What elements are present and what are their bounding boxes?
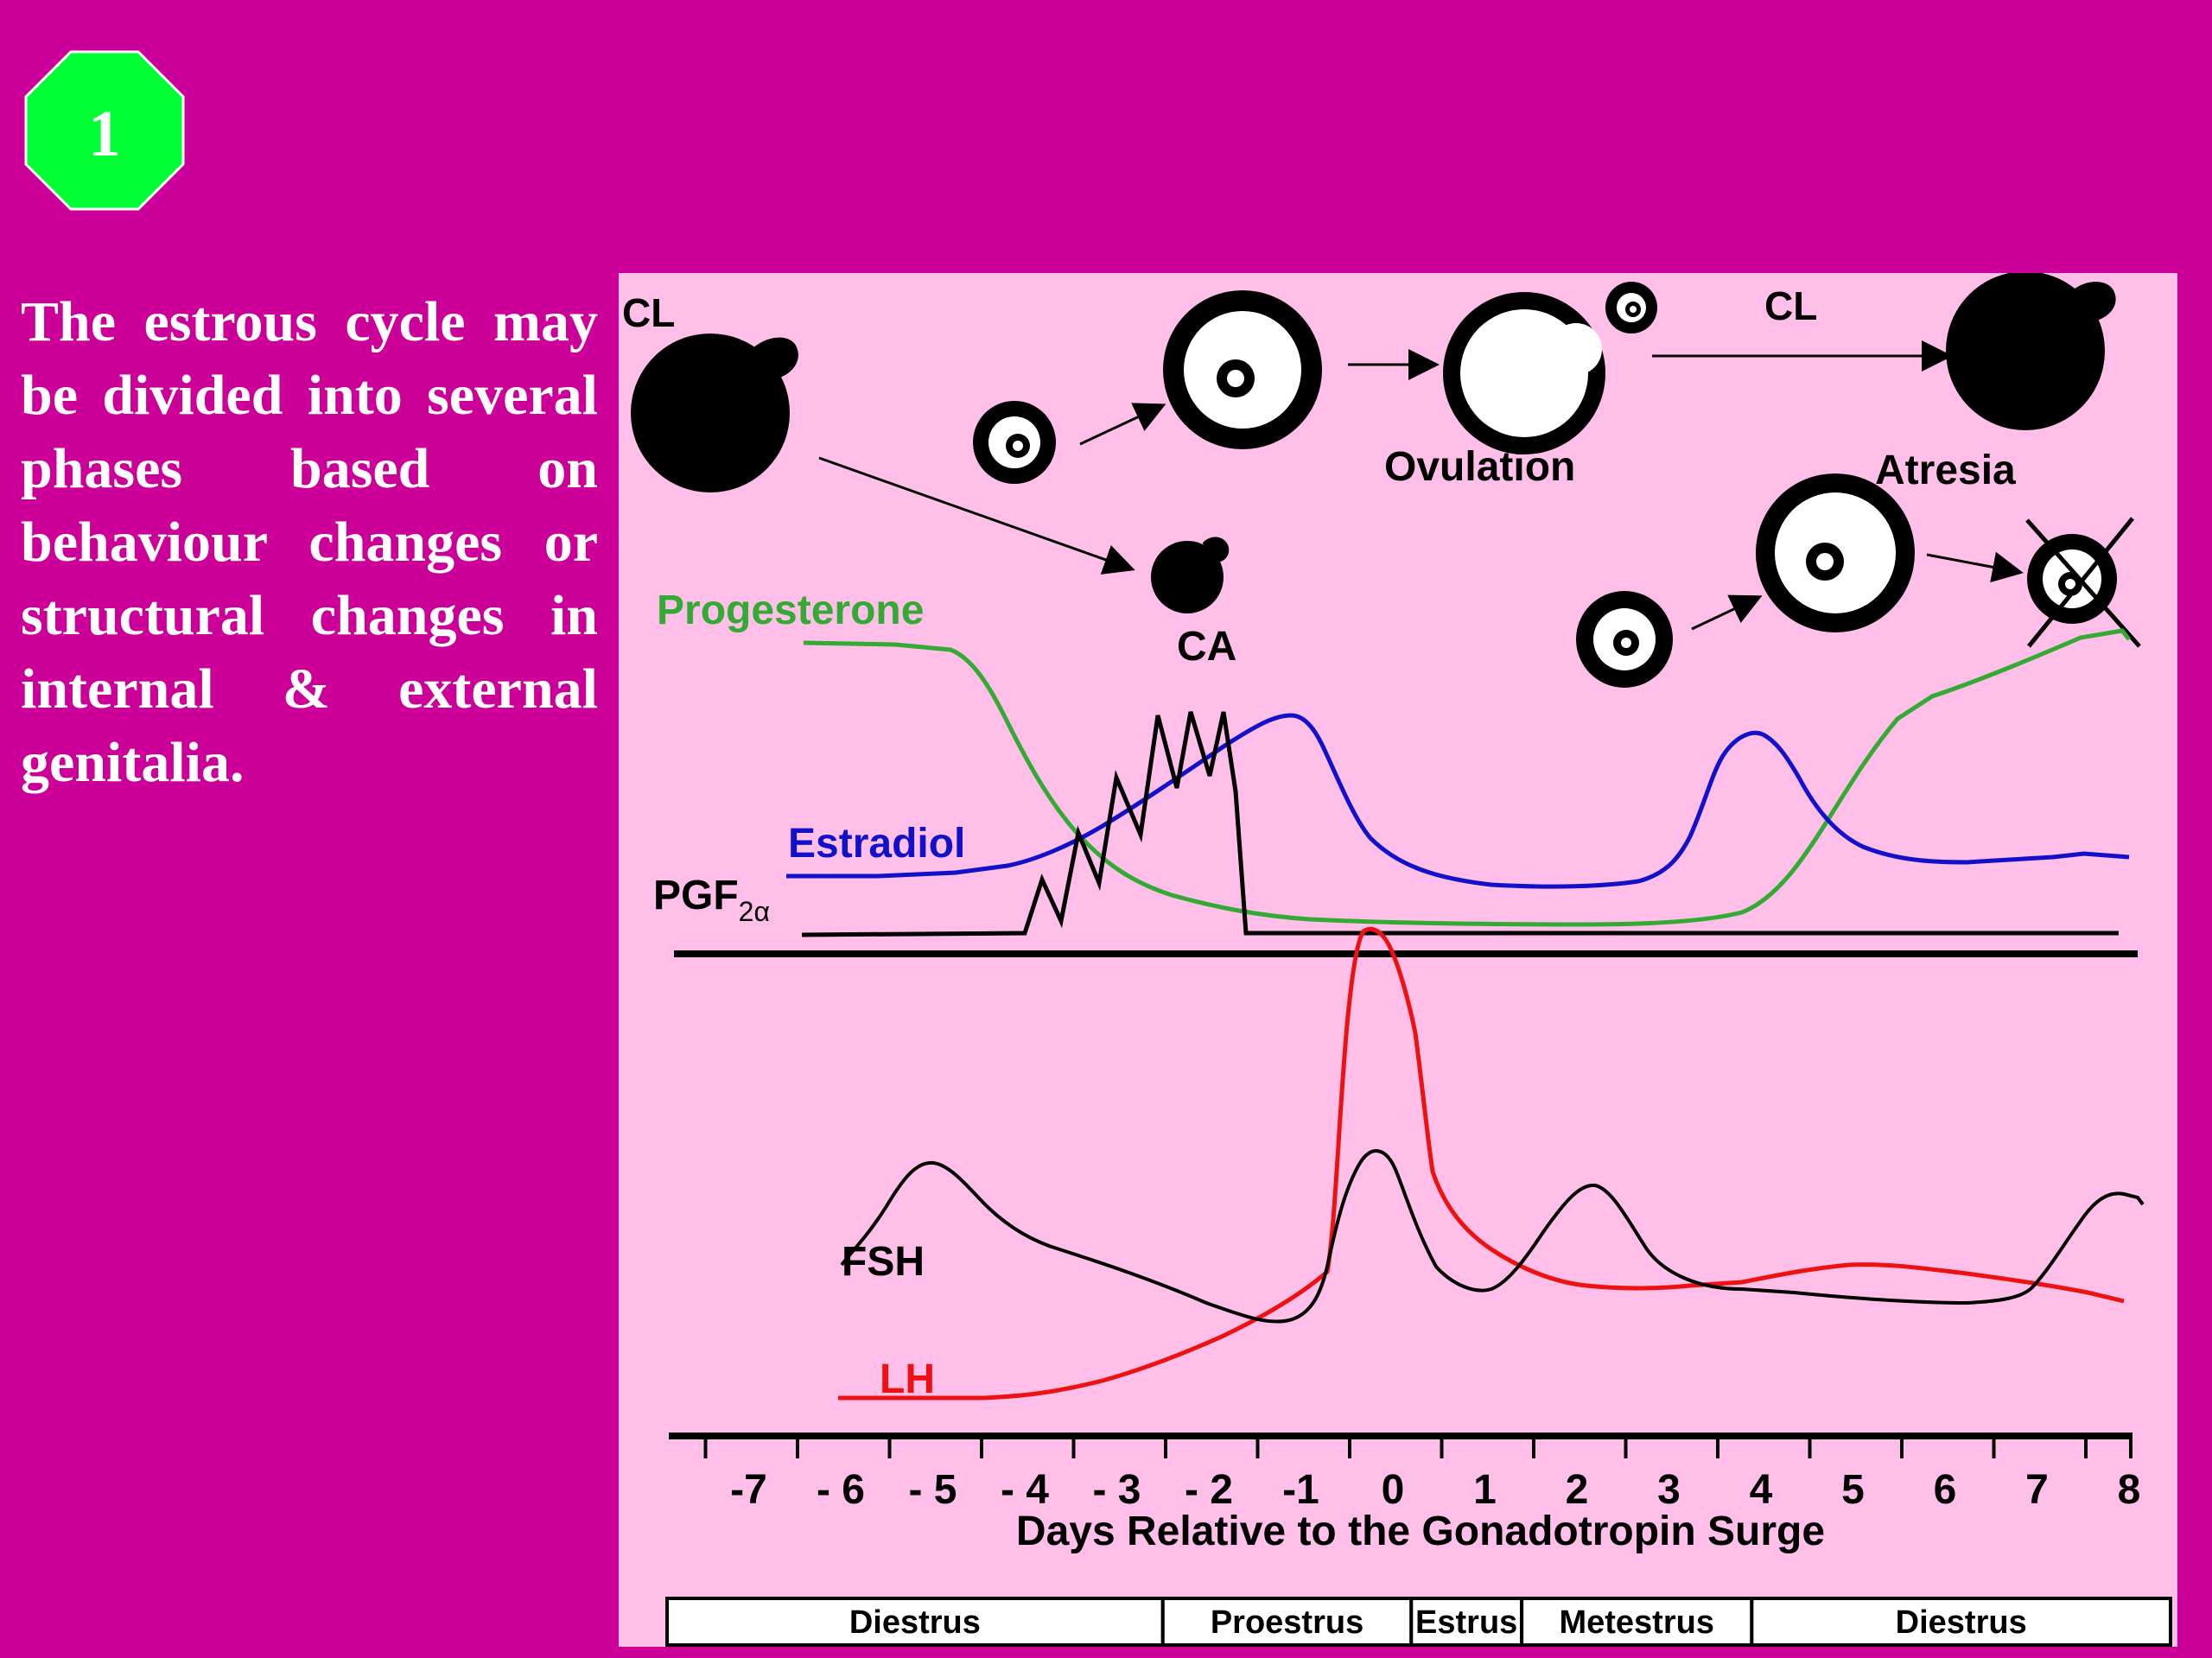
x-axis-tick-label: - 6: [817, 1467, 865, 1513]
follicle-icon: [973, 401, 1056, 484]
x-axis-tick-label: 7: [2025, 1467, 2049, 1513]
x-axis-tick-label: 2: [1566, 1467, 1589, 1513]
follicle-icon: [1605, 282, 1657, 334]
x-axis-tick-label: - 3: [1092, 1467, 1141, 1513]
x-axis-tick-label: -7: [730, 1467, 767, 1513]
x-axis-tick-label: 8: [2118, 1467, 2141, 1513]
phase-bar: Diestrus Proestrus Estrus Metestrus Diestrus: [665, 1597, 2172, 1647]
phase-cell: [1520, 1597, 1754, 1647]
atresia-label: Atresia: [1875, 448, 2016, 493]
x-axis-tick-label: - 5: [908, 1467, 957, 1513]
follicle-icon: [1163, 290, 1322, 449]
x-axis-tick-label: - 4: [1001, 1467, 1049, 1513]
phase-cell: [1409, 1597, 1524, 1647]
atretic-follicle-icon: [2025, 517, 2141, 648]
slide-number: 1: [88, 98, 121, 170]
x-axis-tick-label: 1: [1473, 1467, 1497, 1513]
phase-cell: [1750, 1597, 2172, 1647]
x-axis-ticks: -7 - 6 - 5 - 4 - 3 - 2 -1 0 1 2 3 4 5 6 7 8: [703, 1436, 2141, 1513]
pgf2a-curve: [801, 711, 2119, 937]
corpus-luteum-icon: [1946, 273, 2116, 430]
cl-label: CL: [622, 290, 675, 335]
cl-label: CL: [1764, 283, 1817, 328]
x-axis-tick-label: 6: [1934, 1467, 1957, 1513]
phase-label: Estrus: [1415, 1604, 1517, 1641]
estradiol-label: Estradiol: [788, 821, 965, 867]
follicle-icon: [1756, 473, 1915, 632]
intro-paragraph: The estrous cycle may be divided into se…: [21, 290, 598, 794]
x-axis-title: Days Relative to the Gonadotropin Surge: [1016, 1509, 1825, 1554]
phase-label: Metestrus: [1559, 1604, 1714, 1641]
phase-label: Diestrus: [849, 1604, 981, 1641]
lh-label: LH: [880, 1356, 935, 1402]
x-axis-tick-label: -1: [1282, 1467, 1319, 1513]
corpus-luteum-icon: [631, 334, 798, 492]
phase-label: Diestrus: [1896, 1604, 2027, 1641]
pgf-label: PGF2α: [653, 873, 770, 927]
ca-label: CA: [1177, 624, 1236, 670]
x-axis-tick-label: 0: [1382, 1467, 1405, 1513]
ovulation-label: Ovulation: [1384, 444, 1575, 490]
follicle-icon: [1576, 591, 1673, 688]
x-axis-tick-label: - 2: [1185, 1467, 1233, 1513]
x-axis-tick-label: 3: [1657, 1467, 1681, 1513]
lh-curve: [838, 926, 2125, 1401]
x-axis-tick-label: 4: [1750, 1467, 1773, 1513]
slide-number-badge: 1: [24, 50, 185, 211]
fsh-curve: [840, 1149, 2145, 1324]
progesterone-curve: [803, 628, 2131, 927]
ovulating-follicle-icon: [1443, 292, 1605, 454]
corpus-albicans-icon: [1151, 537, 1230, 613]
phase-label: Proestrus: [1211, 1604, 1363, 1641]
x-axis-tick-label: 5: [1841, 1467, 1865, 1513]
fsh-label: FSH: [842, 1239, 925, 1285]
estrous-cycle-figure: CL CL Ovulation Atresia CA Progesterone …: [619, 273, 2177, 1647]
estradiol-curve: [786, 713, 2130, 889]
progesterone-label: Progesterone: [657, 588, 924, 633]
